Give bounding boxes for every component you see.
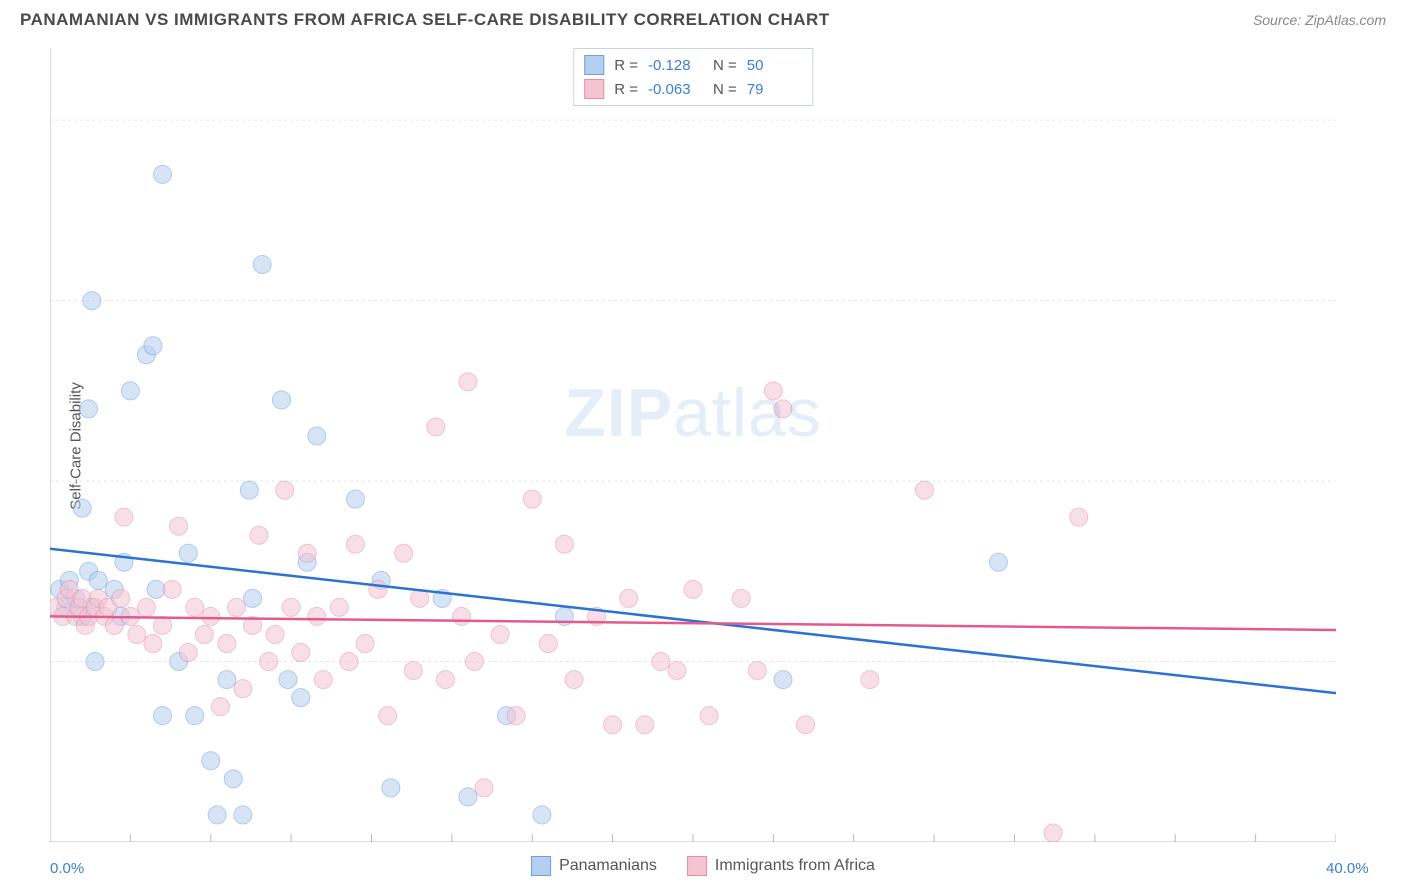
source-attribution: Source: ZipAtlas.com (1253, 12, 1386, 28)
correlation-legend: R = -0.128 N = 50 R = -0.063 N = 79 (573, 48, 813, 106)
scatter-plot-svg: 2.0%4.0%6.0%8.0% (50, 48, 1336, 842)
legend-row-immigrants: R = -0.063 N = 79 (584, 77, 802, 101)
chart-title: PANAMANIAN VS IMMIGRANTS FROM AFRICA SEL… (20, 10, 830, 30)
legend-item-immigrants: Immigrants from Africa (687, 856, 875, 876)
swatch-immigrants (584, 79, 604, 99)
swatch-immigrants-bottom (687, 856, 707, 876)
x-axis-tick-min: 0.0% (50, 860, 84, 877)
legend-row-panamanians: R = -0.128 N = 50 (584, 53, 802, 77)
swatch-panamanians-bottom (531, 856, 551, 876)
swatch-panamanians (584, 55, 604, 75)
series-legend: Panamanians Immigrants from Africa (531, 856, 875, 876)
legend-item-panamanians: Panamanians (531, 856, 657, 876)
chart-header: PANAMANIAN VS IMMIGRANTS FROM AFRICA SEL… (0, 0, 1406, 36)
chart-area: ZIPatlas 2.0%4.0%6.0%8.0% R = -0.128 N =… (50, 48, 1336, 842)
x-axis-tick-max: 40.0% (1326, 860, 1369, 877)
